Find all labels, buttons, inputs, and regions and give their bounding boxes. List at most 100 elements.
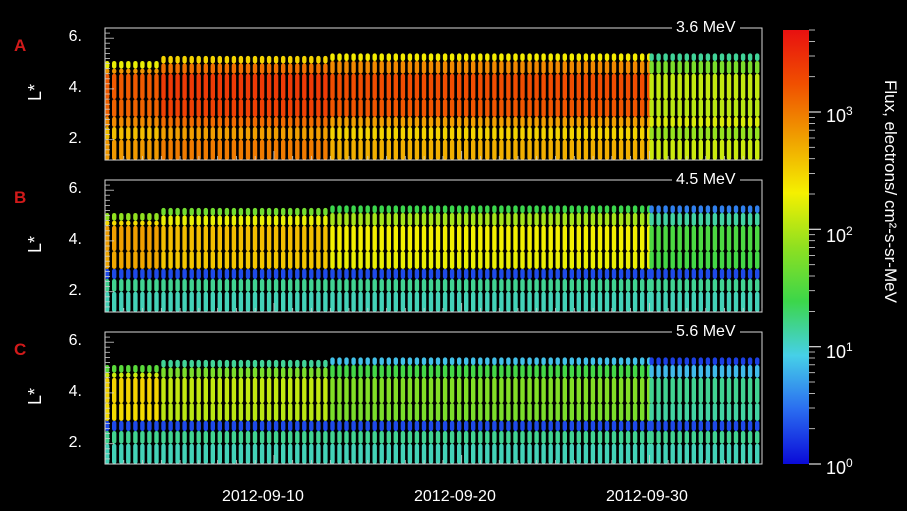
flux-cell-b	[386, 225, 391, 252]
flux-cell-b	[449, 213, 455, 226]
flux-cell-b	[337, 279, 342, 292]
flux-cell-c	[126, 365, 131, 373]
flux-cell-a	[663, 127, 668, 140]
flux-cell-c	[499, 443, 504, 464]
flux-cell-a	[407, 99, 413, 117]
flux-cell-c	[597, 443, 603, 464]
flux-cell-a	[726, 99, 732, 117]
flux-cell-b	[670, 291, 675, 312]
flux-cell-c	[245, 431, 251, 444]
flux-cell-c	[485, 431, 490, 444]
flux-cell-b	[485, 205, 490, 213]
flux-cell-a	[196, 116, 201, 127]
flux-cell-b	[740, 225, 746, 252]
flux-cell-b	[407, 279, 413, 292]
flux-cell-b	[583, 251, 589, 269]
flux-cell-b	[492, 205, 497, 213]
flux-cell-c	[161, 420, 166, 431]
flux-cell-c	[393, 443, 398, 464]
flux-cell-a	[506, 116, 511, 127]
flux-cell-a	[288, 73, 293, 100]
flux-cell-a	[611, 127, 617, 140]
flux-cell-a	[140, 116, 145, 127]
flux-cell-a	[400, 139, 406, 160]
flux-cell-c	[471, 431, 476, 444]
flux-cell-c	[231, 367, 237, 378]
flux-cell-b	[478, 279, 483, 292]
flux-cell-c	[358, 377, 363, 404]
flux-cell-a	[154, 68, 159, 74]
flux-cell-a	[649, 53, 654, 61]
flux-cell-a	[372, 139, 377, 160]
flux-cell-b	[421, 205, 427, 213]
flux-cell-b	[755, 279, 760, 292]
colorbar-tick-100: 102	[826, 224, 853, 246]
flux-cell-b	[719, 279, 725, 292]
flux-cell-a	[478, 127, 483, 140]
flux-cell-a	[449, 116, 455, 127]
flux-cell-c	[698, 357, 703, 365]
flux-cell-c	[726, 357, 732, 365]
flux-cell-a	[656, 127, 661, 140]
flux-cell-c	[224, 377, 230, 404]
flux-cell-a	[351, 127, 356, 140]
flux-cell-c	[478, 431, 483, 444]
flux-cell-c	[449, 420, 455, 431]
flux-cell-a	[337, 61, 342, 74]
flux-cell-b	[527, 291, 532, 312]
flux-cell-c	[288, 420, 293, 431]
flux-cell-a	[252, 73, 258, 100]
flux-cell-b	[590, 251, 596, 269]
flux-cell-c	[393, 403, 398, 421]
flux-cell-b	[231, 279, 237, 292]
flux-cell-a	[562, 53, 567, 61]
flux-cell-a	[548, 73, 553, 100]
flux-cell-a	[231, 63, 237, 74]
flux-cell-c	[140, 431, 145, 444]
flux-cell-b	[400, 279, 406, 292]
flux-cell-a	[684, 53, 689, 61]
flux-cell-c	[747, 443, 753, 464]
flux-cell-c	[705, 420, 711, 431]
flux-cell-c	[618, 377, 624, 404]
flux-cell-c	[428, 443, 434, 464]
flux-cell-a	[302, 73, 307, 100]
flux-cell-a	[485, 127, 490, 140]
flux-cell-c	[569, 365, 574, 378]
flux-cell-c	[273, 359, 279, 368]
flux-cell-a	[442, 99, 448, 117]
flux-cell-b	[656, 279, 661, 292]
flux-cell-c	[316, 367, 321, 378]
flux-cell-a	[684, 116, 689, 127]
flux-cell-a	[733, 73, 739, 100]
flux-cell-b	[147, 268, 152, 279]
flux-cell-a	[316, 127, 321, 140]
flux-cell-a	[569, 99, 574, 117]
flux-cell-a	[379, 127, 384, 140]
flux-cell-c	[740, 357, 746, 365]
flux-cell-c	[691, 431, 696, 444]
flux-cell-b	[252, 251, 258, 269]
flux-cell-b	[259, 207, 265, 216]
flux-cell-b	[105, 225, 110, 252]
flux-cell-b	[670, 251, 675, 269]
flux-cell-c	[147, 372, 152, 378]
flux-cell-b	[457, 279, 462, 292]
flux-cell-b	[161, 251, 166, 269]
flux-cell-a	[442, 73, 448, 100]
flux-cell-a	[435, 127, 441, 140]
flux-cell-c	[400, 431, 406, 444]
flux-cell-c	[161, 367, 166, 378]
flux-cell-b	[344, 213, 349, 226]
flux-cell-a	[663, 61, 668, 74]
flux-cell-c	[492, 365, 497, 378]
flux-cell-b	[231, 268, 237, 279]
flux-cell-c	[548, 420, 553, 431]
flux-cell-a	[597, 53, 603, 61]
flux-cell-b	[442, 251, 448, 269]
flux-cell-a	[670, 73, 675, 100]
flux-cell-a	[478, 139, 483, 160]
colorbar-tick-1000: 103	[826, 104, 853, 126]
flux-cell-a	[393, 53, 398, 61]
flux-cell-b	[231, 251, 237, 269]
